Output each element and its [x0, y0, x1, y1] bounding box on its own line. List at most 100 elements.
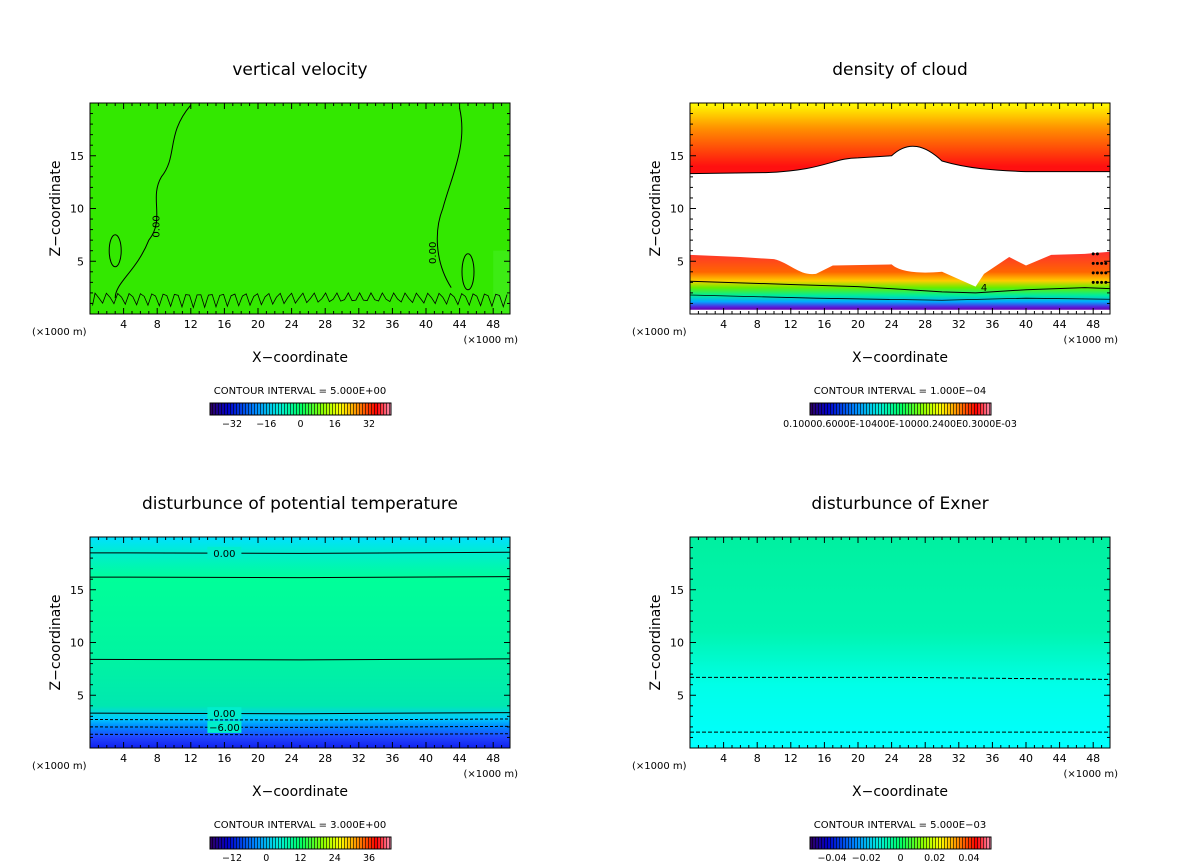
- colorbar-tick-label: 32: [363, 419, 375, 430]
- x-tick-label: 32: [352, 752, 366, 765]
- contour-interval: CONTOUR INTERVAL = 5.000E+00: [214, 386, 386, 397]
- x-tick-label: 16: [217, 318, 231, 331]
- isotherm-contour: [89, 718, 511, 721]
- x-tick-label: 32: [952, 752, 966, 765]
- speckle-mark: [1100, 261, 1104, 265]
- x-tick-label: 8: [754, 752, 761, 765]
- contour-interval: CONTOUR INTERVAL = 5.000E−03: [814, 820, 986, 831]
- colorbar-tick-label: 0.02: [924, 853, 945, 864]
- speckle-mark: [1095, 252, 1099, 256]
- contour-label: 0.00: [152, 215, 163, 237]
- x-tick-label: 8: [754, 318, 761, 331]
- speckle-mark: [1091, 252, 1095, 256]
- contour-label: 4: [981, 283, 987, 294]
- x-unit-right: (×1000 m): [1063, 769, 1118, 780]
- x-tick-label: 20: [251, 318, 265, 331]
- colorbar-segments: [810, 403, 991, 415]
- speckle-mark: [1100, 271, 1104, 275]
- x-axis-title: X−coordinate: [852, 784, 948, 800]
- speckle-mark: [1095, 261, 1099, 265]
- chart-title: disturbunce of Exner: [811, 494, 988, 514]
- plot-field: [690, 537, 1110, 748]
- speckle-mark: [1104, 261, 1108, 265]
- y-tick-label: 15: [70, 150, 84, 163]
- x-tick-label: 24: [885, 752, 899, 765]
- x-tick-label: 40: [419, 752, 433, 765]
- colorbar-frame: [209, 836, 392, 850]
- y-tick-label: 10: [670, 203, 684, 216]
- y-tick-label: 5: [677, 255, 684, 268]
- y-tick-label: 5: [77, 255, 84, 268]
- speckle-mark: [1091, 280, 1095, 284]
- x-axis-title: X−coordinate: [252, 784, 348, 800]
- x-unit-left: (×1000 m): [632, 761, 687, 772]
- x-tick-label: 32: [352, 318, 366, 331]
- contour-line: [689, 294, 1111, 301]
- colorbar-tick-label: −0.04: [817, 853, 846, 864]
- x-tick-label: 28: [318, 752, 332, 765]
- x-tick-label: 4: [720, 318, 727, 331]
- contour-label: 0.00: [428, 242, 439, 264]
- colorbar-frame: [809, 836, 992, 850]
- contour-label-bg: [207, 546, 242, 559]
- colorbar-tick-label: 12: [294, 853, 306, 864]
- panel-3: disturbunce of potential temperature 0.00…: [32, 494, 518, 864]
- x-axis-title: X−coordinate: [852, 350, 948, 366]
- contour-label: −6.00: [209, 723, 240, 734]
- colorbar-tick-label: 0: [263, 853, 269, 864]
- colorbar-tick-label: 0.04: [958, 853, 979, 864]
- colorbar-tick-label: 0.10000.6000E-10400E-10000.2400E0.3000E-…: [783, 419, 1017, 430]
- y-axis-title: Z−coordinate: [648, 161, 664, 257]
- x-tick-label: 36: [985, 752, 999, 765]
- x-tick-label: 44: [453, 318, 467, 331]
- colorbar-tick-label: −12: [222, 853, 242, 864]
- isotherm-contour: [89, 725, 511, 728]
- x-tick-label: 36: [385, 318, 399, 331]
- colorbar-tick-label: 24: [329, 853, 341, 864]
- isotherm-contour: [89, 551, 511, 554]
- contour-cell: [461, 253, 475, 291]
- speckle-mark: [1095, 271, 1099, 275]
- x-unit-right: (×1000 m): [463, 769, 518, 780]
- speckle-mark: [1104, 271, 1108, 275]
- speckle-mark: [1091, 261, 1095, 265]
- x-unit-left: (×1000 m): [32, 327, 87, 338]
- x-tick-label: 12: [184, 318, 198, 331]
- x-tick-label: 16: [817, 318, 831, 331]
- x-tick-label: 48: [486, 318, 500, 331]
- contour-interval: CONTOUR INTERVAL = 1.000E−04: [814, 386, 986, 397]
- contour-label-bg: [207, 720, 242, 733]
- x-tick-label: 44: [453, 752, 467, 765]
- chart-title: density of cloud: [832, 60, 968, 80]
- y-tick-label: 15: [670, 150, 684, 163]
- x-tick-label: 4: [720, 752, 727, 765]
- colorbar-frame: [209, 402, 392, 416]
- x-tick-label: 40: [1019, 752, 1033, 765]
- colorbar-tick-label: −32: [222, 419, 242, 430]
- y-tick-label: 5: [677, 689, 684, 702]
- x-tick-label: 40: [419, 318, 433, 331]
- y-tick-label: 10: [70, 203, 84, 216]
- chart-title: disturbunce of potential temperature: [142, 494, 458, 514]
- colorbar-segments: [210, 837, 391, 849]
- isotherm-contour: [89, 733, 511, 736]
- contour-label: 0.00: [213, 549, 235, 560]
- x-tick-label: 48: [1086, 752, 1100, 765]
- x-tick-label: 12: [184, 752, 198, 765]
- x-tick-label: 8: [154, 752, 161, 765]
- x-tick-label: 24: [285, 318, 299, 331]
- y-tick-label: 15: [670, 584, 684, 597]
- y-tick-label: 5: [77, 689, 84, 702]
- y-axis-title: Z−coordinate: [48, 161, 64, 257]
- speckle-mark: [1100, 280, 1104, 284]
- x-tick-label: 16: [817, 752, 831, 765]
- x-tick-label: 20: [851, 318, 865, 331]
- colorbar-frame: [809, 402, 992, 416]
- x-tick-label: 12: [784, 318, 798, 331]
- x-tick-label: 4: [120, 318, 127, 331]
- x-tick-label: 48: [486, 752, 500, 765]
